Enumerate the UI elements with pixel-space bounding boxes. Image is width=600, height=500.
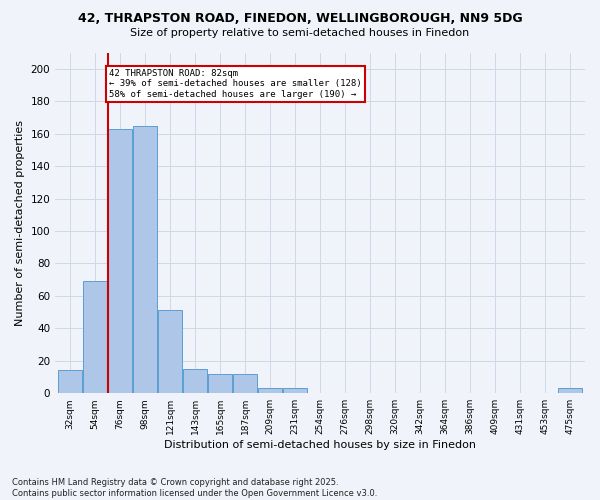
Bar bbox=[558, 388, 582, 393]
Bar bbox=[108, 129, 132, 393]
Text: Contains HM Land Registry data © Crown copyright and database right 2025.
Contai: Contains HM Land Registry data © Crown c… bbox=[12, 478, 377, 498]
Text: Size of property relative to semi-detached houses in Finedon: Size of property relative to semi-detach… bbox=[130, 28, 470, 38]
Bar bbox=[58, 370, 82, 393]
Bar bbox=[158, 310, 182, 393]
Bar bbox=[233, 374, 257, 393]
Y-axis label: Number of semi-detached properties: Number of semi-detached properties bbox=[15, 120, 25, 326]
Bar bbox=[83, 282, 107, 393]
Text: 42 THRAPSTON ROAD: 82sqm
← 39% of semi-detached houses are smaller (128)
58% of : 42 THRAPSTON ROAD: 82sqm ← 39% of semi-d… bbox=[109, 68, 362, 98]
Bar bbox=[258, 388, 282, 393]
X-axis label: Distribution of semi-detached houses by size in Finedon: Distribution of semi-detached houses by … bbox=[164, 440, 476, 450]
Bar bbox=[133, 126, 157, 393]
Text: 42, THRAPSTON ROAD, FINEDON, WELLINGBOROUGH, NN9 5DG: 42, THRAPSTON ROAD, FINEDON, WELLINGBORO… bbox=[77, 12, 523, 26]
Bar bbox=[183, 369, 207, 393]
Bar bbox=[283, 388, 307, 393]
Bar bbox=[208, 374, 232, 393]
